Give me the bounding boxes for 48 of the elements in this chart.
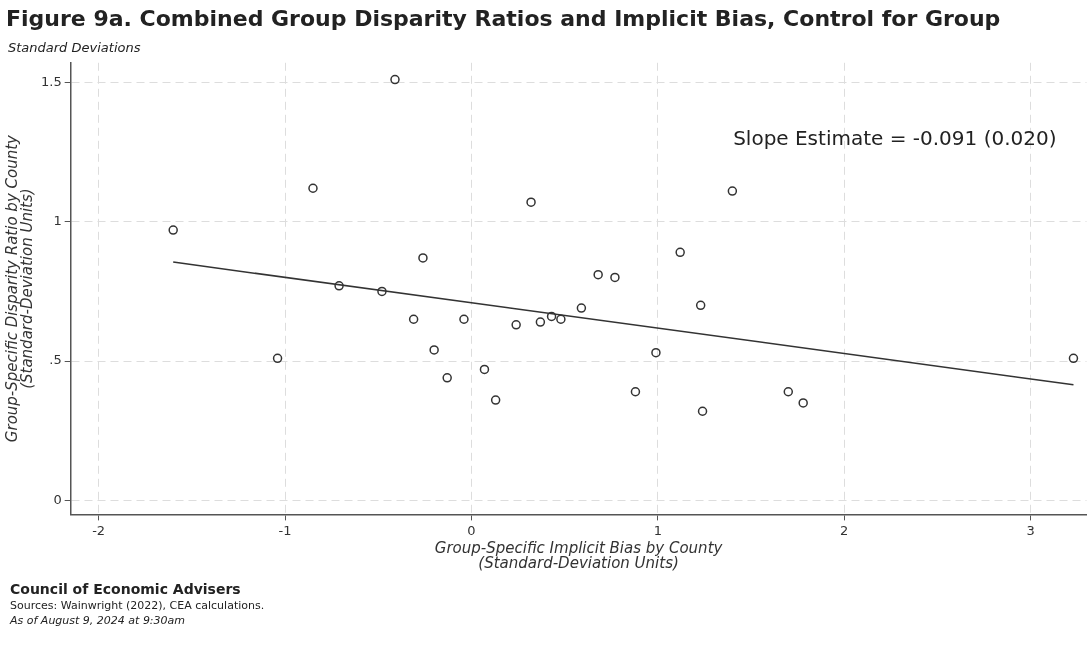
point: [651, 347, 661, 358]
point: [576, 303, 587, 313]
x-tick-label: -1: [278, 522, 292, 538]
point: [459, 314, 469, 325]
y-axis-title: Group-Specific Disparity Ratio by County (Standard-Deviation Units): [3, 133, 37, 443]
x-tick-label: -2: [92, 522, 106, 538]
point: [408, 314, 419, 325]
point: [630, 386, 641, 397]
point: [442, 373, 452, 383]
point: [535, 317, 546, 327]
point: [675, 247, 685, 258]
point: [308, 183, 318, 193]
x-axis-title: Group-Specific Implicit Bias by County (Standard-Deviation Units): [434, 539, 724, 573]
point: [390, 74, 400, 85]
chart-title: Figure 9a. Combined Group Disparity Ratios and Implicit Bias, Control for Group: [6, 6, 1001, 31]
point: [1068, 353, 1079, 364]
y-tick-label: 1.5: [40, 73, 62, 89]
point: [429, 345, 439, 355]
chart-subtitle: Standard Deviations: [8, 40, 141, 55]
y-tick-label: 0: [53, 491, 62, 507]
point: [546, 311, 557, 322]
point: [697, 406, 708, 417]
point: [610, 272, 620, 283]
source-note: Sources: Wainwright (2022), CEA calculations.: [10, 598, 265, 613]
text: As of August 9, 2024 at 9:30am: [10, 613, 187, 628]
point: [334, 281, 344, 291]
x-tick-label: 3: [1026, 522, 1035, 538]
point: [727, 186, 738, 196]
point: [272, 353, 283, 364]
point: [418, 253, 428, 263]
x-tick-label: 0: [467, 522, 476, 538]
point: [511, 320, 521, 330]
y-tick-label: .5: [49, 352, 62, 368]
point: [593, 269, 603, 280]
annotation: Slope Estimate = -0.091 (0.020): [733, 125, 1057, 150]
point: [168, 225, 178, 235]
point: [556, 314, 566, 325]
x-tick-label: 1: [653, 522, 662, 538]
point: [783, 386, 794, 397]
point: [798, 398, 808, 408]
point: [490, 395, 501, 405]
point: [526, 197, 536, 207]
point: [695, 300, 706, 311]
point: [377, 286, 387, 297]
text: Council of Economic Advisers: [10, 580, 242, 598]
x-tick-label: 2: [840, 522, 849, 538]
y-tick-label: 1: [53, 213, 62, 229]
point: [479, 364, 490, 375]
